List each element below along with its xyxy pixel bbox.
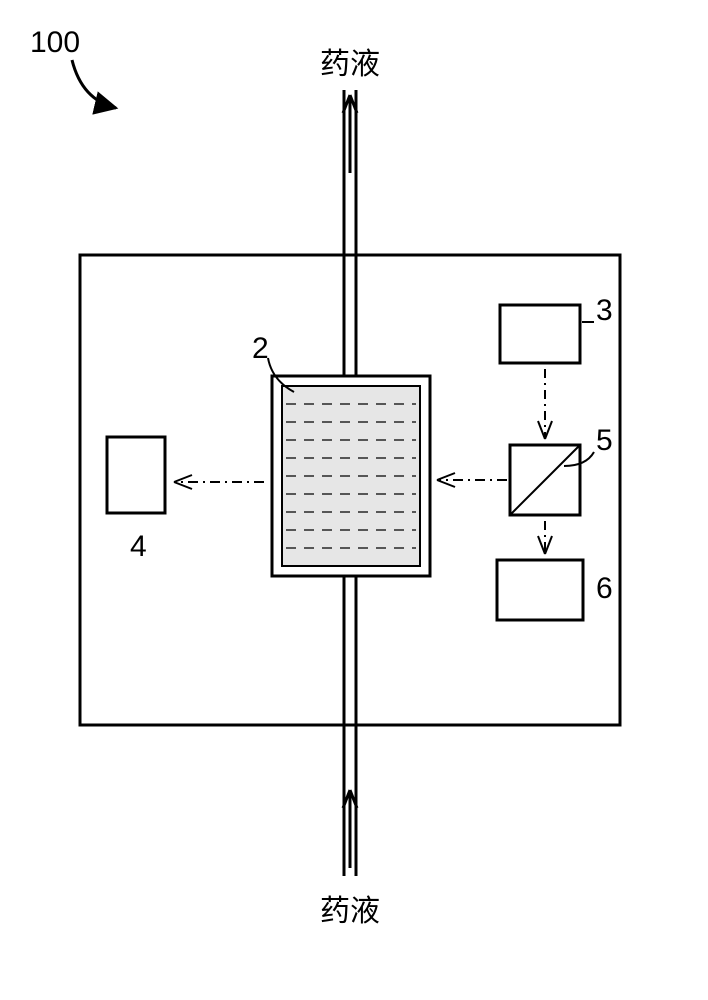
diagram-canvas: 10023456药液药液: [0, 0, 708, 1000]
label-2: 2: [252, 332, 269, 365]
label-6: 6: [596, 572, 613, 605]
label-5: 5: [596, 424, 613, 457]
detector-4: [107, 437, 165, 513]
detector-6: [497, 560, 583, 620]
label-4: 4: [130, 530, 147, 563]
label-100: 100: [30, 26, 80, 59]
label-fluid-top: 药液: [320, 48, 380, 81]
beam-splitter-diagonal: [510, 445, 580, 515]
leader-100: [72, 60, 116, 108]
label-fluid-bottom: 药液: [320, 895, 380, 928]
source-3: [500, 305, 580, 363]
label-3: 3: [596, 294, 613, 327]
